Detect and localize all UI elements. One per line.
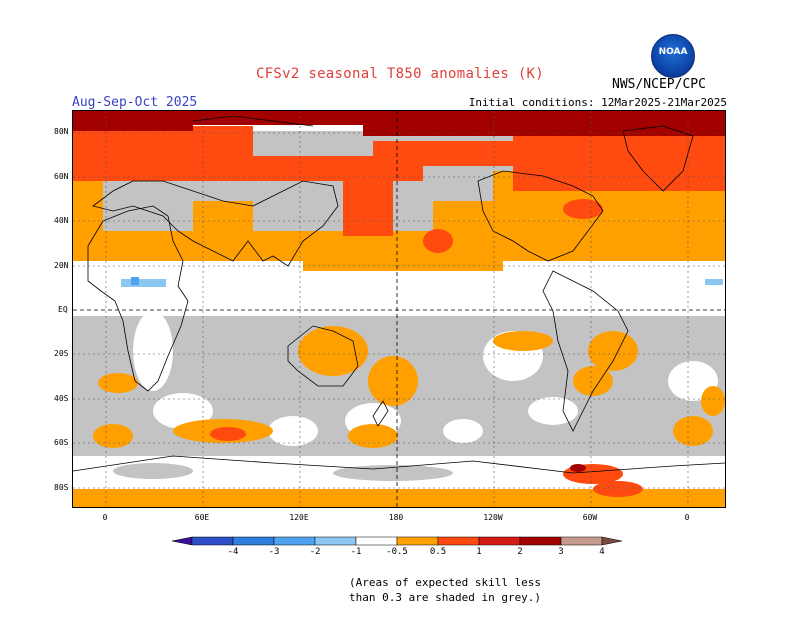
colorbar-segment [191, 536, 234, 546]
lon-label: 120E [289, 513, 309, 522]
colorbar-tick-label: -4 [227, 547, 239, 557]
organization-label: NWS/NCEP/CPC [612, 77, 706, 92]
colorbar-segment [232, 536, 275, 546]
colorbar-segment [273, 536, 316, 546]
lon-label: 60W [582, 513, 598, 522]
map-title: CFSv2 seasonal T850 anomalies (K) [255, 66, 545, 82]
colorbar-arrow-left [172, 536, 193, 546]
lat-label: 60N [54, 172, 69, 181]
colorbar-segment [478, 536, 521, 546]
skill-note-line2: than 0.3 are shaded in grey.) [349, 591, 542, 604]
colorbar [172, 536, 623, 546]
anomaly-map [72, 110, 726, 508]
colorbar-segment [560, 536, 603, 546]
colorbar-segment [396, 536, 439, 546]
lon-label: 180 [388, 513, 404, 522]
colorbar-tick-label: 3 [558, 547, 564, 557]
colorbar-tick-label: -1 [350, 547, 362, 557]
lat-label: EQ [58, 305, 68, 314]
colorbar-tick-label: -0.5 [386, 547, 408, 557]
cool-anomaly [121, 277, 723, 287]
lat-label: 20N [54, 261, 69, 270]
initial-conditions: Initial conditions: 12Mar2025-21Mar2025 [468, 96, 727, 109]
colorbar-tick-label: -2 [309, 547, 321, 557]
lon-label: 0 [102, 513, 108, 522]
forecast-period: Aug-Sep-Oct 2025 [72, 95, 198, 110]
anomaly-map-svg [73, 111, 725, 507]
lat-label: 40N [54, 216, 69, 225]
lat-label: 80N [54, 127, 69, 136]
skill-note-line1: (Areas of expected skill less [349, 576, 542, 589]
warm-anomaly-2-3 [73, 111, 725, 472]
colorbar-segment [437, 536, 480, 546]
colorbar-segment [519, 536, 562, 546]
colorbar-tick-label: -3 [268, 547, 280, 557]
noaa-logo: NOAA [651, 34, 695, 78]
colorbar-tick-label: 2 [517, 547, 523, 557]
colorbar-tick-label: 4 [599, 547, 605, 557]
lat-label: 80S [54, 483, 69, 492]
noaa-logo-text: NOAA [658, 47, 688, 57]
colorbar-tick-label: 1 [476, 547, 482, 557]
lat-label: 40S [54, 394, 69, 403]
colorbar-arrow-right [601, 536, 623, 546]
colorbar-segment [314, 536, 357, 546]
lon-label: 120W [483, 513, 503, 522]
lon-label: 0 [684, 513, 690, 522]
lat-label: 60S [54, 438, 69, 447]
colorbar-tick-label: 0.5 [429, 547, 447, 557]
lon-label: 60E [194, 513, 210, 522]
grid-lines [73, 111, 725, 507]
coastlines [73, 115, 725, 474]
lat-label: 20S [54, 349, 69, 358]
colorbar-segment [355, 536, 398, 546]
